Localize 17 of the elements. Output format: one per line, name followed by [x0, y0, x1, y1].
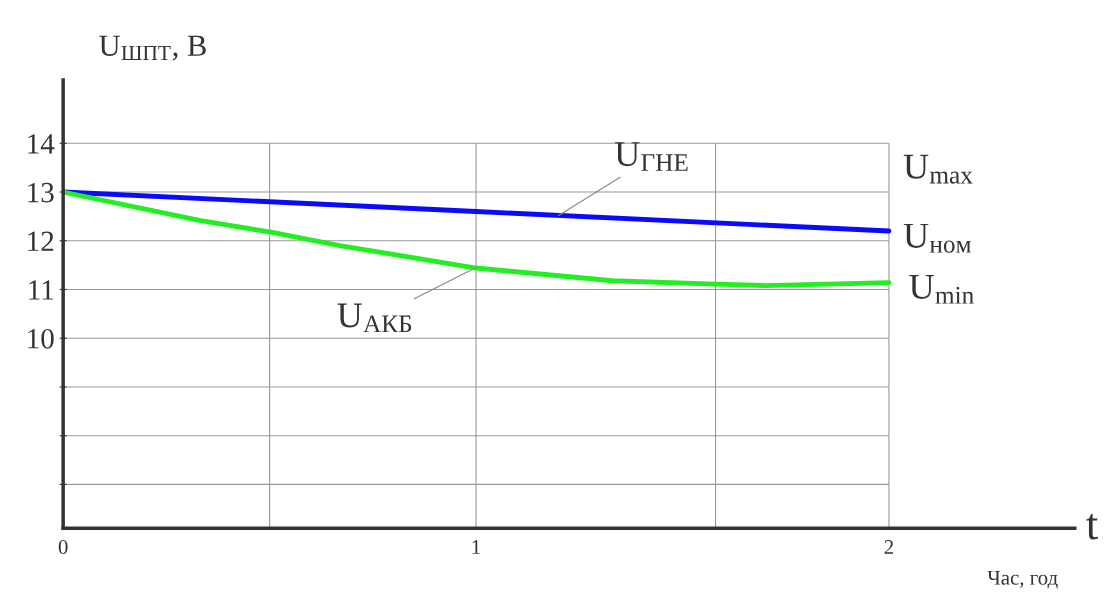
text: Час, год: [987, 570, 1058, 589]
annotation: U$_{max}$: [903, 154, 973, 184]
annotation: U$_{min}$: [909, 274, 974, 304]
x-tick-label: 2: [884, 540, 894, 554]
annotation: U$_{ГНЕ}$: [614, 142, 688, 171]
annotation: U$_{АКБ}$: [337, 303, 412, 333]
y-tick-label: 14: [28, 134, 55, 154]
x-tick-label: 0: [58, 539, 68, 555]
annotation: U$_{ном}$: [903, 223, 971, 253]
y-tick-label: 10: [28, 328, 54, 349]
y-tick-label: 12: [28, 231, 54, 251]
line-series: [63, 189, 892, 289]
y-tick-label: 13: [28, 182, 54, 203]
x-tick-label: 1: [472, 540, 481, 554]
y-axis-title: U$_{ШПТ}$, В: [99, 35, 206, 61]
x-axis-title: t: [1086, 513, 1098, 540]
y-tick-label: 11: [29, 280, 54, 300]
